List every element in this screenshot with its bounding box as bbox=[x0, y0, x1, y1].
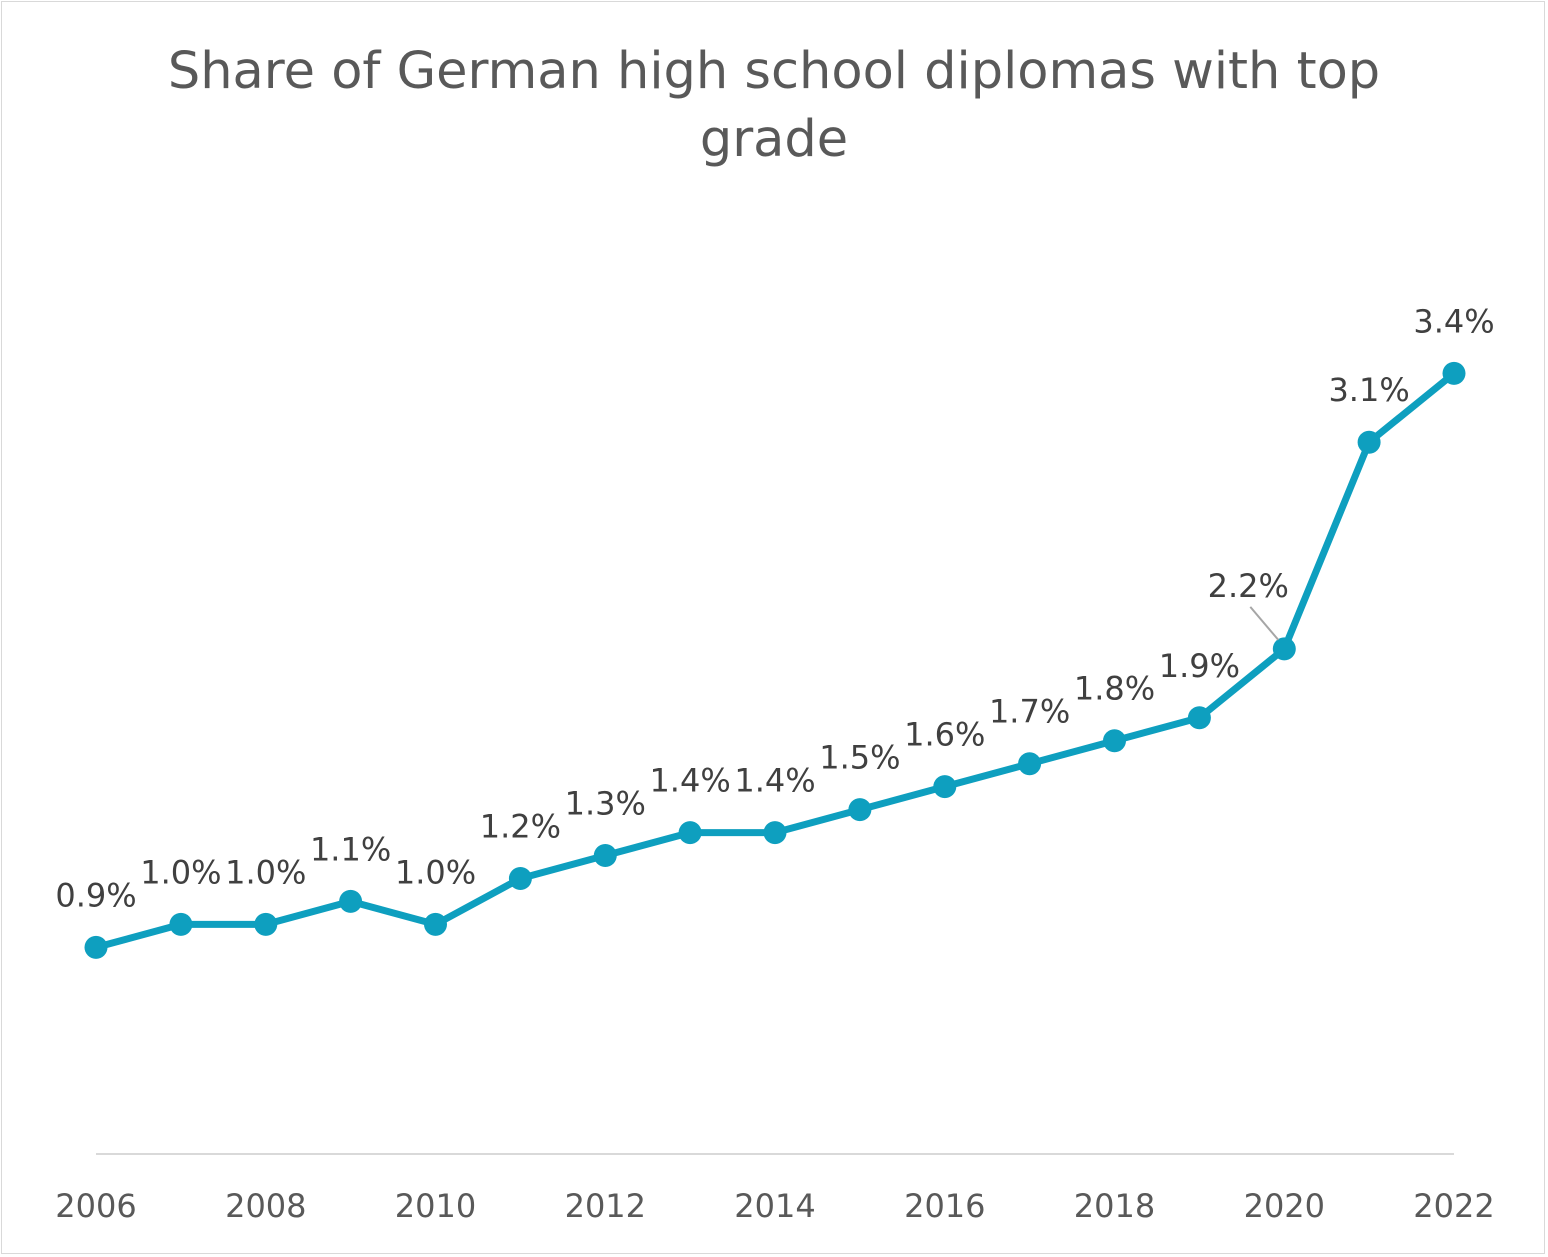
x-tick-label: 2022 bbox=[1413, 1187, 1494, 1225]
series-layer bbox=[84, 361, 1466, 959]
data-label: 1.4% bbox=[734, 762, 815, 800]
data-label: 1.7% bbox=[989, 693, 1070, 731]
x-tick-label: 2016 bbox=[904, 1187, 985, 1225]
data-label: 3.1% bbox=[1328, 371, 1409, 409]
data-label: 2.2% bbox=[1208, 567, 1289, 605]
data-point bbox=[254, 912, 278, 936]
x-tick-label: 2010 bbox=[395, 1187, 476, 1225]
x-tick-label: 2008 bbox=[225, 1187, 306, 1225]
data-label: 1.2% bbox=[480, 808, 561, 846]
data-point bbox=[169, 912, 193, 936]
data-point bbox=[593, 844, 617, 867]
data-label: 0.9% bbox=[55, 876, 136, 914]
data-label: 1.6% bbox=[904, 716, 985, 754]
data-point bbox=[848, 798, 872, 822]
data-point bbox=[1018, 752, 1042, 776]
data-label: 1.9% bbox=[1159, 647, 1240, 685]
x-tick-label: 2020 bbox=[1244, 1187, 1325, 1225]
x-tick-label: 2014 bbox=[734, 1187, 815, 1225]
x-tick-label: 2018 bbox=[1074, 1187, 1155, 1225]
x-tick-layer: 2006 2008 2010 2012 2014 2016 2018 2020 2022 bbox=[55, 1187, 1494, 1225]
data-point bbox=[508, 867, 532, 890]
x-tick-label: 2012 bbox=[565, 1187, 646, 1225]
data-point bbox=[84, 935, 108, 959]
data-point bbox=[424, 912, 447, 936]
data-label: 1.0% bbox=[225, 853, 306, 891]
data-label-leader-line bbox=[1249, 606, 1280, 641]
data-label: 1.4% bbox=[649, 762, 730, 800]
chart-title: Share of German high school diplomas wit… bbox=[167, 42, 1381, 169]
data-label: 1.0% bbox=[140, 853, 221, 891]
x-tick-label: 2006 bbox=[55, 1187, 136, 1225]
data-label: 1.1% bbox=[310, 830, 391, 868]
data-point bbox=[933, 775, 957, 799]
data-point bbox=[1442, 361, 1466, 385]
data-point bbox=[1187, 706, 1211, 730]
data-point bbox=[1103, 729, 1126, 753]
data-label: 1.8% bbox=[1074, 670, 1155, 708]
data-point bbox=[678, 821, 702, 845]
data-point bbox=[1357, 430, 1381, 454]
data-point bbox=[1272, 637, 1296, 661]
data-label-layer: 0.9%1.0% 1.0%1.1%1.0%1.2%1.3%1.4% 1.4%1.5%… bbox=[55, 302, 1494, 914]
data-label: 1.5% bbox=[819, 739, 900, 777]
data-point bbox=[763, 821, 787, 845]
data-point bbox=[339, 889, 363, 913]
data-label: 1.0% bbox=[395, 853, 476, 891]
data-label: 1.3% bbox=[565, 785, 646, 823]
data-label: 3.4% bbox=[1413, 302, 1494, 340]
